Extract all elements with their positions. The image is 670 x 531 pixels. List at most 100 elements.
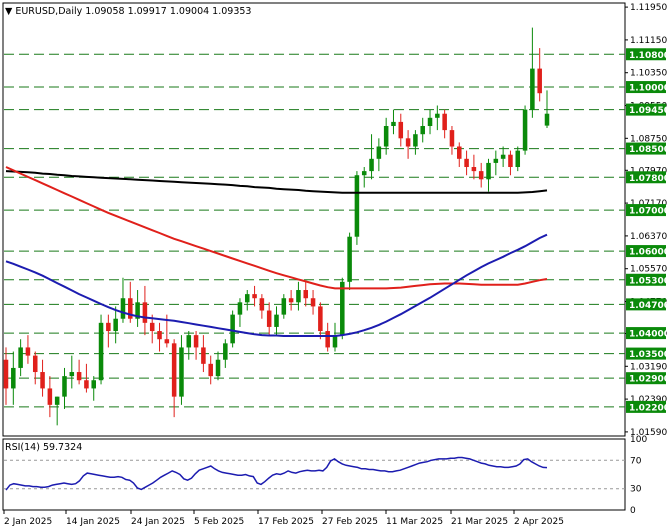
candle-body [508,154,513,168]
candle-body [266,310,272,327]
date-label: 21 Mar 2025 [451,517,508,527]
level-label-box [626,372,666,385]
candle-body [237,302,243,315]
date-label: 5 Feb 2025 [194,517,244,527]
candle-body [303,290,309,299]
candle-body [544,113,550,126]
candle-body [215,359,221,377]
candle-body [98,322,104,381]
candle-body [193,335,199,348]
candle-body [128,298,133,319]
candle-body [47,388,53,405]
level-label-box [626,298,666,311]
candle-body [325,331,330,348]
level-label-box [626,171,666,184]
main-panel-frame [2,2,626,437]
candle-body [522,109,528,151]
price-tick-label: 1.08750 [630,134,667,144]
candle-body [164,339,170,344]
level-label-box [626,142,666,155]
rsi-level-label: 100 [630,435,647,445]
candle-body [442,113,447,131]
level-label-box [626,273,666,286]
candle-body [230,314,235,344]
candle-body [347,236,352,282]
candle-body [376,146,382,159]
level-label: 1.02200 [629,403,670,413]
level-label-box [626,204,666,217]
candle-body [62,376,67,397]
date-label: 2 Apr 2025 [514,517,564,527]
date-label: 11 Mar 2025 [386,517,443,527]
candle-body [11,367,16,389]
level-label-box [626,103,666,116]
level-label: 1.09450 [629,106,670,116]
rsi-label: RSI(14) 59.7324 [5,442,82,453]
price-tick-label: 1.10350 [630,69,667,79]
price-tick-label: 1.01590 [630,428,667,438]
moving-average-line-2 [5,233,548,337]
candle-body [288,298,294,303]
candle-body [493,158,499,163]
candle-body [91,380,96,389]
price-tick-label: 1.05570 [630,265,667,275]
candle-body [113,318,118,332]
level-label-box [626,48,666,61]
rsi-line [5,456,548,491]
candle-body [457,146,462,159]
level-label: 1.08500 [629,145,670,155]
candle-body [369,158,374,172]
candle-body [435,113,440,118]
candle-body [25,347,31,356]
candle-body [427,117,433,127]
candle-body [76,372,82,381]
date-label: 17 Feb 2025 [258,517,314,527]
date-label: 14 Jan 2025 [66,517,120,527]
candle-body [201,347,206,364]
candle-body [398,121,404,139]
candle-body [383,126,389,147]
candle-body [449,130,455,147]
price-tick-label: 1.03190 [630,362,667,372]
date-label: 27 Feb 2025 [322,517,378,527]
level-label-box [626,347,666,360]
level-label: 1.07800 [629,174,670,184]
moving-average-line-0 [5,170,548,194]
candle-body [420,126,425,135]
candle-body [40,372,45,389]
level-label-box [626,400,666,413]
candle-body [340,281,345,336]
candle-body [186,335,192,348]
candle-body [413,134,418,147]
candle-body [486,162,491,180]
rsi-level-label: 70 [630,456,642,466]
price-tick-label: 1.06370 [630,232,667,242]
level-label-box [626,327,666,340]
level-label-box [626,245,666,258]
candle-body [530,68,535,110]
candle-body [84,380,89,389]
moving-average-line-1 [5,166,548,290]
candle-body [69,372,75,377]
level-label: 1.04000 [629,330,670,340]
candle-body [142,302,148,323]
candle-body [296,290,301,303]
level-label: 1.04700 [629,301,670,311]
candle-body [259,298,265,311]
candle-body [223,343,228,360]
candle-body [274,314,279,327]
candle-body [500,154,506,159]
price-tick-label: 1.02390 [630,395,667,405]
candle-body [18,347,23,368]
candle-body [332,335,338,348]
level-label: 1.06000 [629,248,670,258]
candle-body [310,298,316,307]
candle-body [135,302,140,319]
candle-body [478,171,484,180]
candle-body [171,343,177,397]
level-label: 1.10800 [629,51,670,61]
candle-body [157,331,162,340]
level-label: 1.02900 [629,375,670,385]
